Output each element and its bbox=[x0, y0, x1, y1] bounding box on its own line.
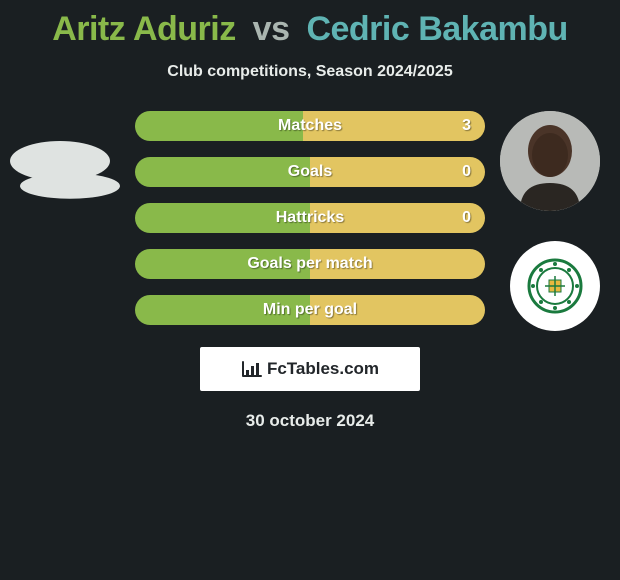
watermark-label: FcTables.com bbox=[267, 359, 379, 379]
bar-label: Matches bbox=[135, 111, 485, 141]
player2-club-badge bbox=[510, 241, 600, 331]
bar-label: Hattricks bbox=[135, 203, 485, 233]
watermark: FcTables.com bbox=[200, 347, 420, 391]
bar-right-value: 0 bbox=[462, 157, 471, 187]
page-title: Aritz Aduriz vs Cedric Bakambu bbox=[0, 0, 620, 49]
player2-avatar bbox=[500, 111, 600, 211]
comparison-content: Matches 3 Goals 0 Hattricks 0 bbox=[0, 111, 620, 431]
stat-bar: Min per goal bbox=[135, 295, 485, 325]
bar-right-value: 0 bbox=[462, 203, 471, 233]
title-player1: Aritz Aduriz bbox=[52, 10, 236, 48]
title-player2: Cedric Bakambu bbox=[306, 10, 567, 48]
date-text: 30 october 2024 bbox=[0, 411, 620, 431]
stat-bars: Matches 3 Goals 0 Hattricks 0 bbox=[135, 111, 485, 325]
stat-bar: Matches 3 bbox=[135, 111, 485, 141]
stat-bar: Goals per match bbox=[135, 249, 485, 279]
bar-label: Goals bbox=[135, 157, 485, 187]
bar-label: Min per goal bbox=[135, 295, 485, 325]
stat-bar: Goals 0 bbox=[135, 157, 485, 187]
watermark-text: FcTables.com bbox=[241, 359, 379, 379]
chart-icon bbox=[241, 360, 263, 378]
player1-club-badge bbox=[20, 173, 120, 199]
subtitle: Club competitions, Season 2024/2025 bbox=[0, 63, 620, 81]
bar-label: Goals per match bbox=[135, 249, 485, 279]
bar-right-value: 3 bbox=[462, 111, 471, 141]
stat-bar: Hattricks 0 bbox=[135, 203, 485, 233]
title-vs: vs bbox=[253, 10, 290, 48]
